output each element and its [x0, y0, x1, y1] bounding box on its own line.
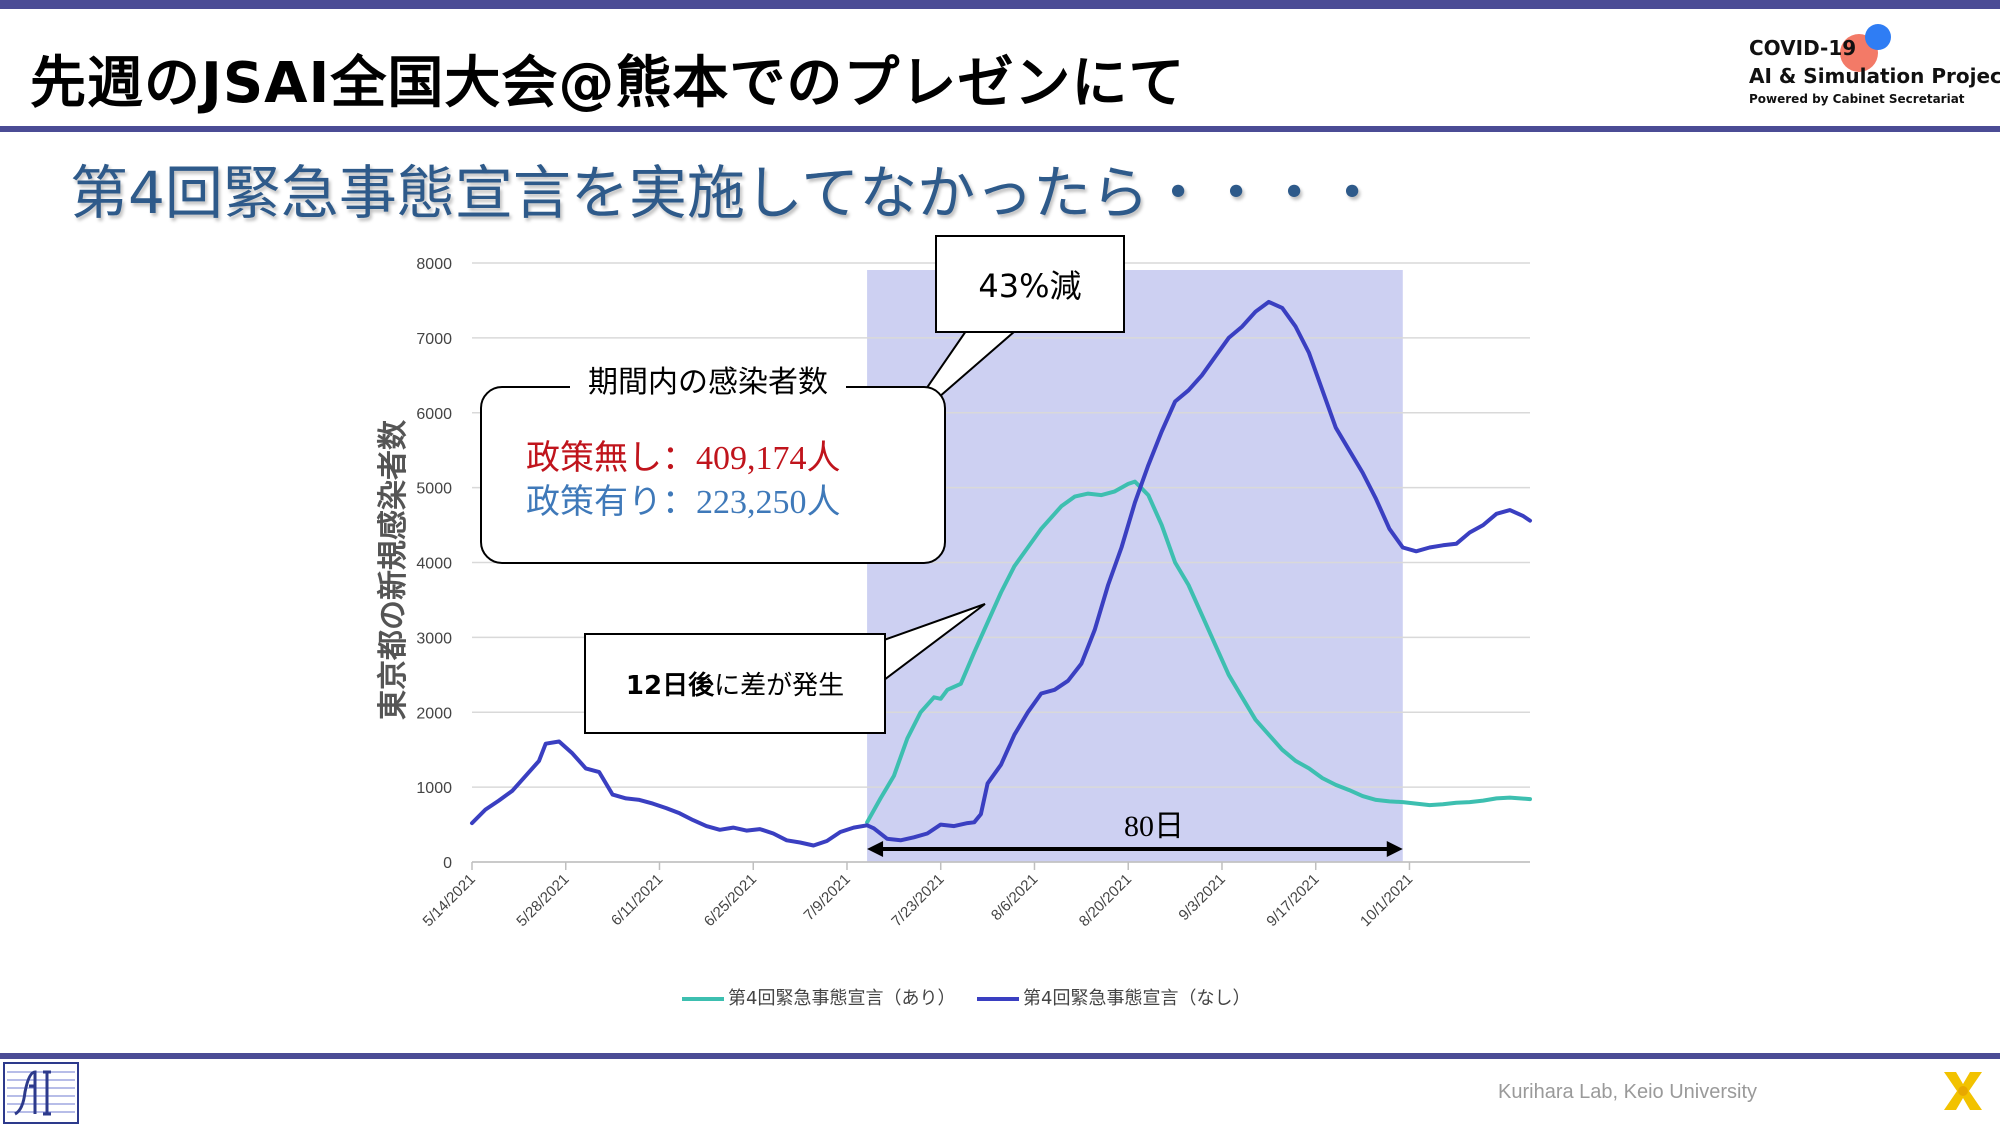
logo-line-2: AI & Simulation Project: [1749, 64, 2000, 88]
slide-subtitle: 第4回緊急事態宣言を実施してなかったら・・・・: [70, 159, 1382, 227]
lag-text: 12日後に差が発生: [626, 665, 844, 702]
x-tick-label: 7/9/2021: [801, 871, 854, 924]
reduction-text: 43%減: [978, 267, 1082, 305]
legend-swatch-with: [682, 997, 724, 1001]
no-policy-count: 政策無し：409,174人: [526, 440, 841, 477]
duration-arrow-left-head: [867, 841, 884, 857]
x-tick-label: 6/25/2021: [701, 871, 760, 930]
with-policy-count: 政策有り：223,250人: [526, 484, 841, 521]
project-logo: COVID-19 AI & Simulation Project Powered…: [1745, 24, 2000, 113]
period-summary-title: 期間内の感染者数: [570, 357, 846, 401]
series-line-without-declaration: [470, 299, 1532, 848]
x-tick-label: 9/3/2021: [1175, 871, 1228, 924]
x-tick-label: 8/20/2021: [1076, 871, 1135, 930]
lag-callout: 12日後に差が発生: [584, 633, 886, 734]
y-tick-label: 8000: [416, 256, 452, 273]
footer-divider: [0, 1053, 2000, 1059]
y-tick-label: 4000: [416, 556, 452, 573]
lag-description: に差が発生: [714, 671, 845, 701]
footer-credit: Kurihara Lab, Keio University: [1498, 1081, 1758, 1103]
duration-arrow-right-head: [1386, 841, 1403, 857]
y-tick-label: 0: [443, 855, 452, 872]
page-title: 先週のJSAI全国大会@熊本でのプレゼンにて: [30, 51, 1186, 116]
x-tick-label: 5/28/2021: [513, 871, 572, 930]
legend-item-with: 第4回緊急事態宣言（あり）: [682, 984, 955, 1010]
top-accent-bar: [0, 0, 2000, 9]
logo-line-1: COVID-19: [1749, 36, 1857, 60]
y-tick-label: 3000: [416, 630, 452, 647]
x-tick-label: 5/14/2021: [420, 871, 479, 930]
x-tick-label: 6/11/2021: [608, 871, 666, 929]
y-tick-label: 6000: [416, 406, 452, 423]
logo-blue-dot: [1865, 24, 1891, 50]
logo-line-3: Powered by Cabinet Secretariat: [1749, 92, 1965, 106]
legend-label-without: 第4回緊急事態宣言（なし）: [1023, 988, 1251, 1009]
series-line-with-declaration: [865, 479, 1532, 825]
lag-days: 12日後: [625, 671, 715, 701]
x-tick-label: 8/6/2021: [988, 871, 1041, 924]
header-divider: [0, 126, 2000, 132]
y-tick-label: 2000: [416, 705, 452, 722]
x-tick-label: 7/23/2021: [888, 871, 947, 930]
lab-logo-icon: [3, 1062, 79, 1124]
duration-label: 80日: [1124, 810, 1184, 843]
legend-label-with: 第4回緊急事態宣言（あり）: [728, 988, 956, 1009]
legend-item-without: 第4回緊急事態宣言（なし）: [977, 984, 1250, 1010]
x-mark-logo-icon: [1944, 1072, 1982, 1110]
y-tick-label: 7000: [416, 331, 452, 348]
legend-swatch-without: [977, 997, 1019, 1001]
y-axis-label: 東京都の新規感染者数: [376, 420, 411, 720]
y-tick-label: 1000: [416, 780, 452, 797]
reduction-callout: 43%減: [935, 235, 1125, 333]
y-tick-label: 5000: [416, 481, 452, 498]
x-tick-label: 10/1/2021: [1357, 871, 1416, 930]
x-tick-label: 9/17/2021: [1263, 871, 1322, 930]
